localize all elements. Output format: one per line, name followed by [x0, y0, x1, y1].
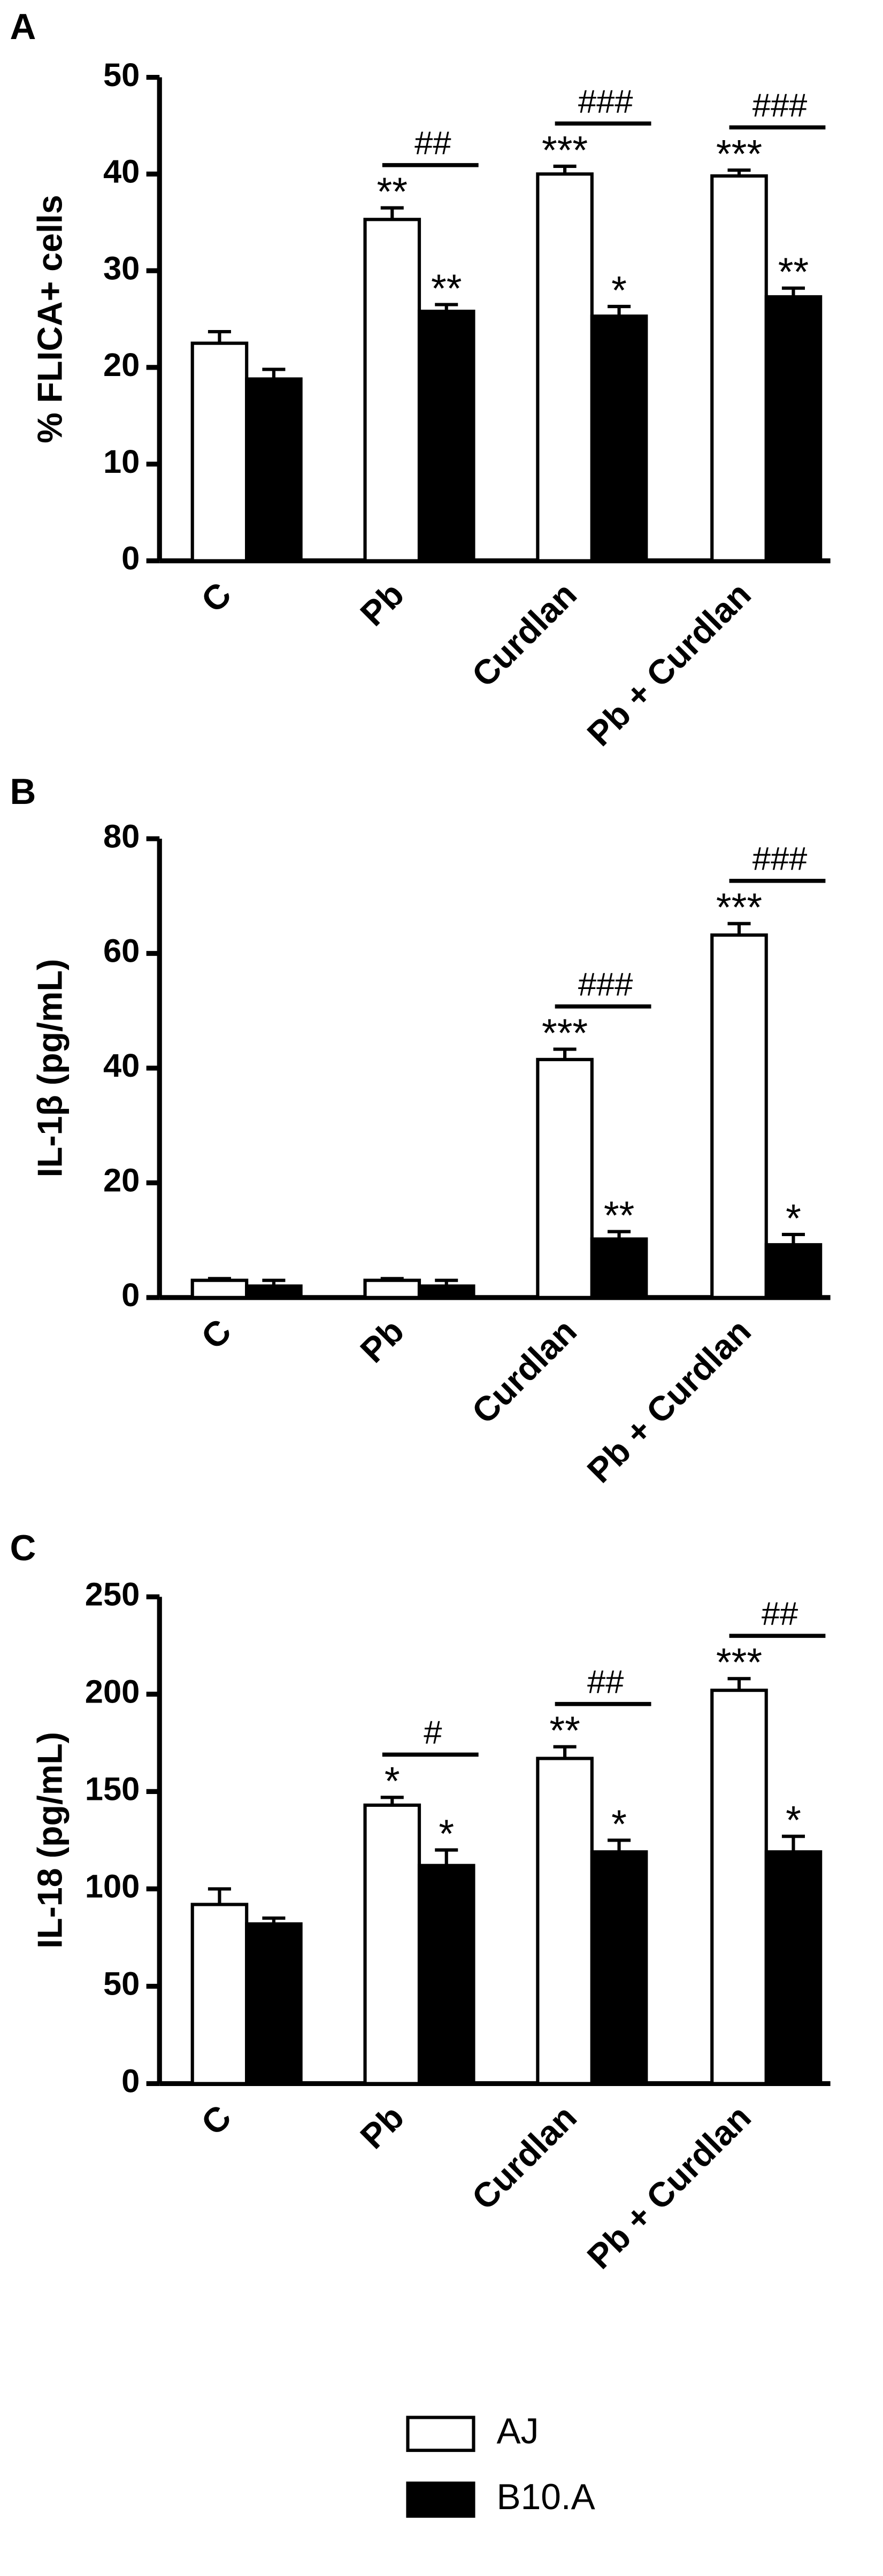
bar	[245, 377, 303, 563]
significance-stars: *	[439, 1812, 454, 1856]
y-tick-label: 50	[103, 1966, 140, 2003]
significance-hash: ###	[753, 840, 808, 877]
bar	[190, 1903, 249, 2086]
legend-swatch	[406, 2481, 475, 2518]
significance-stars: *	[611, 1801, 627, 1846]
bar	[590, 1850, 648, 2086]
bar	[245, 1922, 303, 2086]
x-tick-label: Pb	[353, 1312, 411, 1370]
panel-label: B	[10, 772, 36, 812]
significance-stars: *	[611, 268, 627, 312]
bar	[536, 1057, 594, 1299]
bar	[363, 1278, 421, 1299]
significance-hash: ##	[762, 1596, 798, 1632]
significance-stars: ***	[716, 1640, 762, 1684]
significance-hash: ##	[587, 1663, 624, 1700]
x-tick-label: Curdlan	[465, 2098, 584, 2217]
bar	[417, 309, 475, 563]
significance-stars: ***	[542, 128, 588, 172]
bar	[710, 1689, 768, 2086]
significance-stars: ***	[716, 132, 762, 176]
bar	[764, 295, 823, 563]
bar	[536, 172, 594, 563]
significance-stars: **	[431, 266, 462, 310]
bar	[363, 218, 421, 563]
panel-label: C	[10, 1528, 36, 1568]
significance-stars: **	[604, 1193, 634, 1237]
significance-hash: #	[424, 1714, 442, 1751]
y-tick-label: 0	[121, 2063, 140, 2100]
y-tick-label: 150	[85, 1771, 140, 1808]
bar	[764, 1243, 823, 1299]
y-tick-label: 10	[103, 443, 140, 480]
legend-swatch	[406, 2416, 475, 2452]
y-tick-label: 250	[85, 1576, 140, 1613]
bar	[710, 174, 768, 563]
panel-label: A	[10, 7, 36, 47]
x-tick-label: C	[194, 1312, 239, 1356]
x-tick-label: Curdlan	[465, 1312, 584, 1431]
y-tick-label: 0	[121, 1277, 140, 1314]
y-tick-label: 40	[103, 154, 140, 190]
x-tick-label: C	[194, 2098, 239, 2143]
bar	[536, 1757, 594, 2086]
y-axis-title: % FLICA+ cells	[30, 195, 69, 443]
bar	[363, 1803, 421, 2086]
x-tick-label: Pb	[353, 2098, 411, 2156]
significance-stars: ***	[542, 1010, 588, 1055]
significance-hash: ###	[753, 87, 808, 124]
significance-stars: *	[786, 1196, 801, 1240]
significance-stars: ***	[716, 885, 762, 930]
bar	[590, 315, 648, 563]
bar	[190, 1278, 249, 1299]
significance-hash: ###	[578, 966, 633, 1003]
bar	[590, 1237, 648, 1299]
y-tick-label: 60	[103, 933, 140, 970]
bar	[190, 341, 249, 563]
y-tick-label: 40	[103, 1047, 140, 1084]
y-tick-label: 50	[103, 57, 140, 94]
significance-stars: **	[549, 1708, 580, 1753]
x-tick-label: Pb + Curdlan	[580, 2098, 758, 2276]
x-tick-label: C	[194, 575, 239, 620]
x-tick-label: Pb + Curdlan	[580, 1312, 758, 1490]
y-axis-title: IL-1β (pg/mL)	[30, 959, 69, 1178]
y-tick-label: 80	[103, 818, 140, 855]
legend-label: B10.A	[496, 2477, 595, 2517]
y-tick-label: 100	[85, 1868, 140, 1905]
bar	[417, 1284, 475, 1299]
bar	[245, 1284, 303, 1299]
bar	[417, 1864, 475, 2086]
y-tick-label: 20	[103, 347, 140, 384]
x-tick-label: Pb	[353, 575, 411, 633]
significance-stars: *	[385, 1759, 400, 1803]
legend-label: AJ	[496, 2411, 539, 2451]
significance-stars: **	[778, 250, 809, 294]
y-axis-title: IL-18 (pg/mL)	[30, 1732, 69, 1949]
bar	[710, 933, 768, 1299]
significance-hash: ##	[414, 125, 451, 162]
x-tick-label: Curdlan	[465, 575, 584, 694]
significance-stars: *	[786, 1798, 801, 1842]
significance-hash: ###	[578, 83, 633, 120]
y-tick-label: 0	[121, 540, 140, 577]
y-tick-label: 30	[103, 250, 140, 287]
y-tick-label: 200	[85, 1674, 140, 1711]
x-tick-label: Pb + Curdlan	[580, 575, 758, 754]
significance-stars: **	[377, 170, 408, 214]
bar	[764, 1850, 823, 2086]
y-tick-label: 20	[103, 1162, 140, 1199]
